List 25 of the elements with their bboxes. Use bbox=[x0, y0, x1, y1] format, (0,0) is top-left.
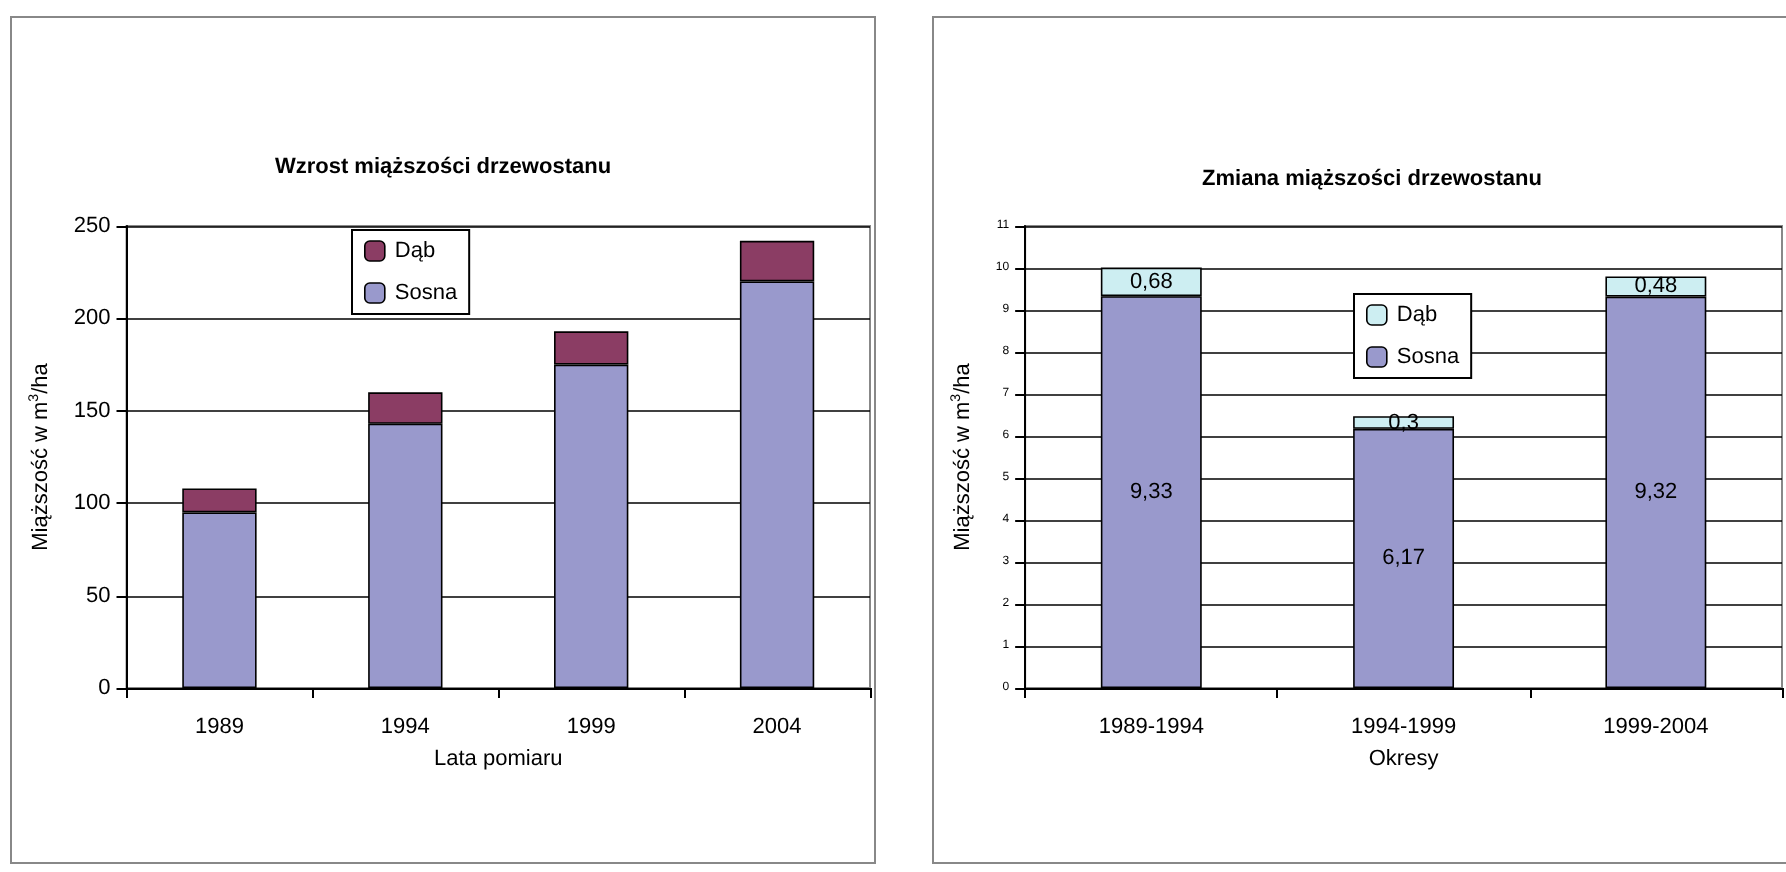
x-tick-label: 1989 bbox=[194, 715, 244, 739]
data-label: 9,33 bbox=[1129, 480, 1173, 505]
chart-title: Zmiana miąższości drzewostanu bbox=[1202, 167, 1542, 191]
data-label: 6,17 bbox=[1382, 546, 1425, 571]
x-tick-label: 1994 bbox=[380, 715, 430, 739]
y-tick-label: 100 bbox=[73, 491, 111, 516]
x-tick-label: 1999-2004 bbox=[1603, 715, 1709, 739]
y-tick-label: 250 bbox=[73, 214, 111, 238]
y-tick-label: 0 bbox=[98, 676, 111, 700]
y-tick-label: 50 bbox=[86, 583, 111, 608]
y-tick-label: 150 bbox=[73, 398, 111, 423]
legend-label: Sosna bbox=[1396, 345, 1461, 369]
legend-label: Dąb bbox=[394, 239, 436, 263]
x-tick-label: 1999 bbox=[566, 715, 616, 739]
x-axis-title: Okresy bbox=[1368, 747, 1440, 771]
x-tick-label: 1989-1994 bbox=[1098, 715, 1204, 739]
chart-title: Wzrost miąższości drzewostanu bbox=[274, 155, 612, 179]
legend-label: Dąb bbox=[1396, 303, 1438, 327]
data-label: 0,68 bbox=[1129, 269, 1173, 294]
legend-label: Sosna bbox=[394, 281, 459, 305]
x-axis-title: Lata pomiaru bbox=[434, 747, 563, 771]
y-tick-label: 200 bbox=[73, 306, 111, 331]
x-tick-label: 2004 bbox=[752, 715, 802, 739]
data-label: 9,32 bbox=[1634, 480, 1678, 505]
x-tick-label: 1994-1999 bbox=[1350, 715, 1457, 739]
